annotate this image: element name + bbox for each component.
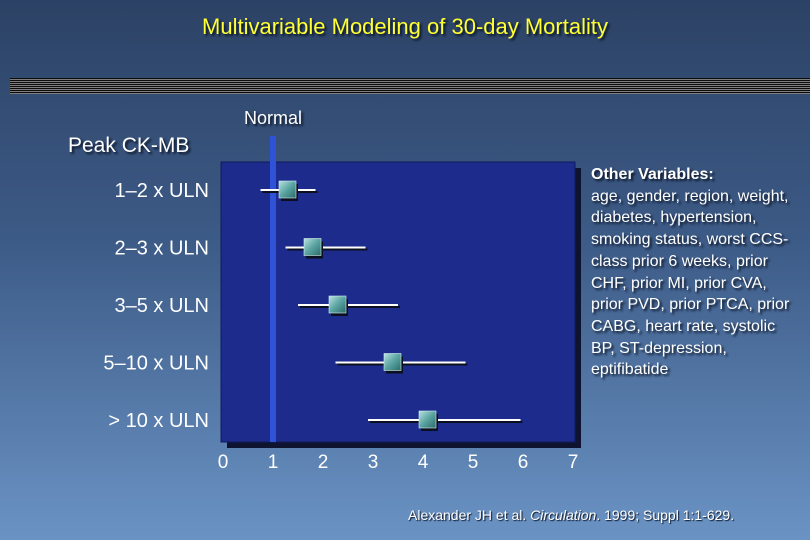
group-label: Peak CK-MB [68, 134, 190, 157]
slide-title: Multivariable Modeling of 30-day Mortali… [202, 14, 608, 39]
other-variables-list: age, gender, region, weight, diabetes, h… [591, 187, 790, 379]
other-variables-heading: Other Variables: [591, 166, 714, 183]
category-label: 3–5 x ULN [115, 295, 210, 317]
estimate-marker [328, 295, 347, 314]
other-variables-note: Other Variables: age, gender, region, we… [591, 164, 791, 381]
reference-label: Normal [244, 108, 303, 128]
x-tick-label: 3 [368, 452, 379, 473]
citation-journal: Circulation [530, 507, 597, 523]
normal-reference-line [270, 136, 276, 442]
title-divider [10, 78, 810, 94]
x-tick-label: 7 [568, 452, 579, 473]
category-label: 5–10 x ULN [103, 353, 209, 375]
estimate-marker [418, 410, 437, 429]
plot-area [220, 161, 576, 443]
x-tick-label: 1 [268, 452, 279, 473]
x-tick-label: 2 [318, 452, 329, 473]
x-tick-label: 6 [518, 452, 529, 473]
category-label: 1–2 x ULN [115, 180, 210, 202]
category-label: > 10 x ULN [108, 410, 209, 432]
estimate-marker [303, 238, 322, 256]
x-tick-label: 5 [468, 452, 479, 473]
estimate-marker [278, 180, 297, 199]
estimate-marker [383, 353, 402, 371]
x-tick-label: 4 [418, 452, 429, 473]
category-label: 2–3 x ULN [115, 238, 210, 260]
citation-authors: Alexander JH et al. [408, 507, 531, 523]
citation-details: . 1999; Suppl 1:1-629. [596, 507, 735, 523]
citation: Alexander JH et al. Circulation. 1999; S… [408, 507, 734, 523]
x-tick-label: 0 [218, 452, 229, 473]
